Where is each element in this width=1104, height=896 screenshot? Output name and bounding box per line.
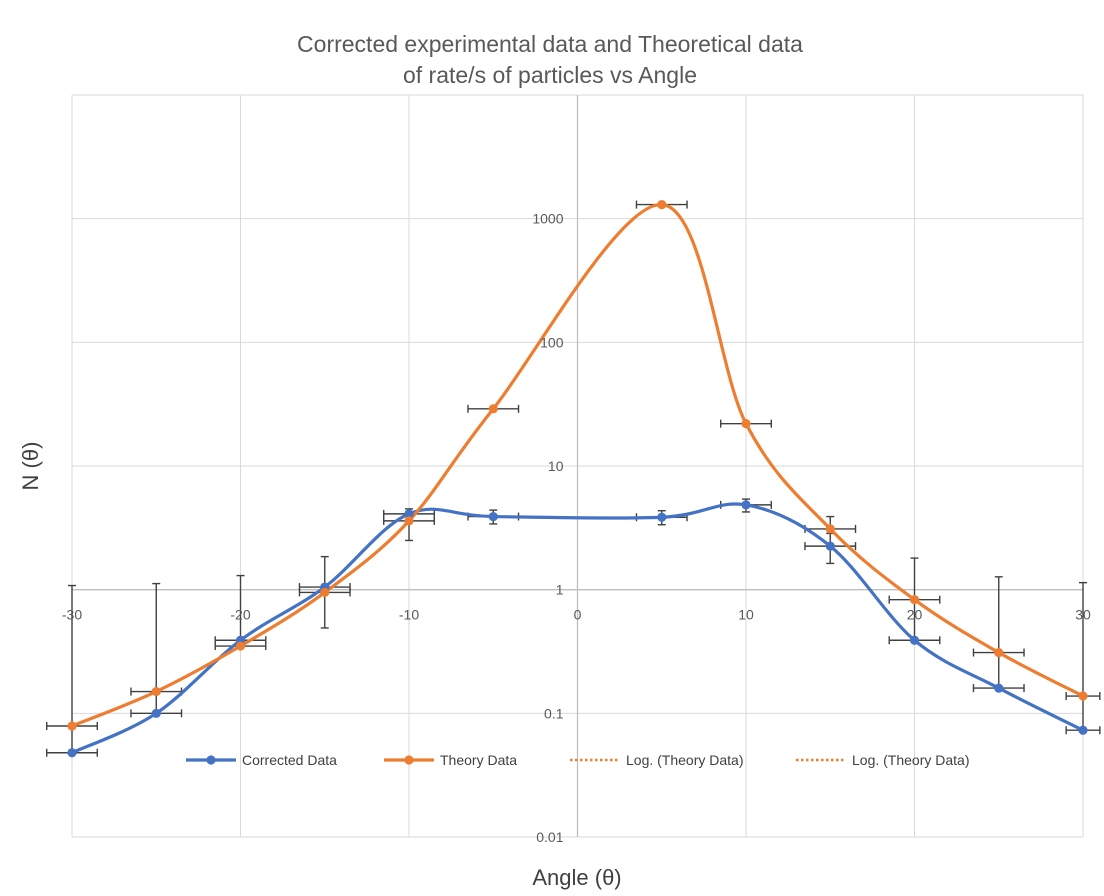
x-tick-label: -20: [230, 607, 250, 623]
theory-data-marker: [657, 199, 667, 210]
corrected-data-marker: [994, 683, 1004, 693]
theory-data-marker: [235, 641, 246, 651]
chart-title-line-2: of rate/s of particles vs Angle: [403, 62, 697, 88]
theory-data-marker: [404, 516, 414, 526]
legend-marker-swatch: [206, 755, 216, 765]
x-axis-title: Angle (θ): [532, 865, 621, 890]
tick-labels: -30 -20 -10 0 10 20 30 0.01 0.1 1 10 100 1000: [62, 211, 1091, 845]
x-tick-label: 30: [1075, 607, 1091, 623]
legend-marker-swatch: [404, 755, 414, 765]
corrected-data-marker: [488, 511, 498, 522]
theory-data-marker: [1078, 691, 1088, 701]
x-tick-label: 10: [738, 607, 754, 623]
theory-data-marker: [909, 595, 920, 605]
corrected-data-marker: [741, 500, 751, 510]
theory-data-marker: [994, 647, 1004, 658]
theory-data-marker: [825, 524, 835, 534]
x-tick-label: -10: [399, 607, 419, 623]
data-markers: [67, 199, 1088, 758]
y-tick-label: 0.1: [544, 705, 564, 721]
theory-data-marker: [151, 686, 161, 697]
x-tick-label: 0: [574, 607, 582, 623]
x-tick-label: -30: [62, 607, 82, 623]
corrected-data-marker: [825, 541, 835, 551]
chart-title-line-1: Corrected experimental data and Theoreti…: [297, 31, 803, 57]
corrected-data-marker: [1078, 725, 1088, 735]
theory-data-marker: [67, 721, 77, 731]
theory-data-marker: [320, 587, 330, 598]
corrected-data-marker: [657, 512, 667, 522]
legend-label: Log. (Theory Data): [626, 752, 744, 768]
corrected-data-marker: [67, 748, 77, 758]
x-tick-label: 20: [907, 607, 923, 623]
legend-label: Corrected Data: [242, 752, 337, 768]
corrected-data-marker: [151, 708, 161, 718]
y-tick-label: 100: [540, 334, 564, 350]
y-axis-title: N (θ): [18, 442, 43, 491]
theory-data-marker: [741, 419, 751, 429]
corrected-data-marker: [404, 509, 414, 519]
y-tick-label: 1: [556, 582, 564, 598]
legend-label: Theory Data: [440, 752, 517, 768]
y-tick-label: 0.01: [536, 829, 563, 845]
corrected-data-marker: [909, 635, 920, 645]
y-tick-label: 10: [548, 458, 564, 474]
y-tick-label: 1000: [532, 211, 563, 227]
theory-data-marker: [488, 404, 498, 414]
legend: Corrected Data Theory Data Log. (Theory Da…: [186, 752, 970, 768]
legend-label: Log. (Theory Data): [852, 752, 970, 768]
